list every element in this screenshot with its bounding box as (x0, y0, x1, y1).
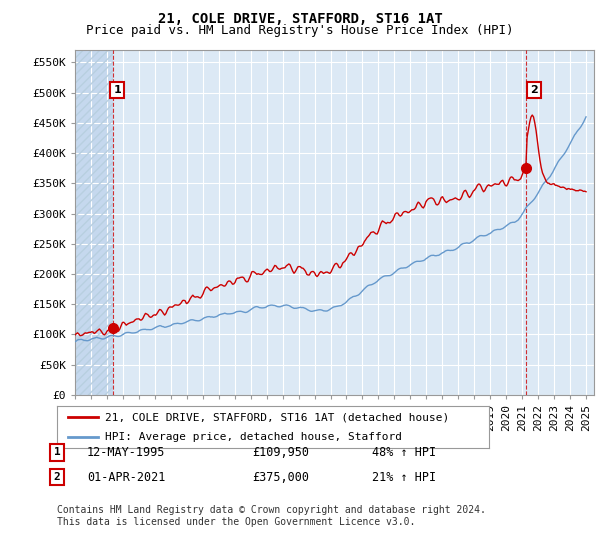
Text: 2: 2 (53, 472, 61, 482)
Text: £375,000: £375,000 (252, 470, 309, 484)
Text: £109,950: £109,950 (252, 446, 309, 459)
Text: 01-APR-2021: 01-APR-2021 (87, 470, 166, 484)
Text: 12-MAY-1995: 12-MAY-1995 (87, 446, 166, 459)
Text: Contains HM Land Registry data © Crown copyright and database right 2024.
This d: Contains HM Land Registry data © Crown c… (57, 505, 486, 527)
Text: 2: 2 (530, 85, 538, 95)
Text: 21, COLE DRIVE, STAFFORD, ST16 1AT: 21, COLE DRIVE, STAFFORD, ST16 1AT (158, 12, 442, 26)
Bar (75, 50, 113, 395)
Text: 21, COLE DRIVE, STAFFORD, ST16 1AT (detached house): 21, COLE DRIVE, STAFFORD, ST16 1AT (deta… (104, 412, 449, 422)
Text: 21% ↑ HPI: 21% ↑ HPI (372, 470, 436, 484)
Text: HPI: Average price, detached house, Stafford: HPI: Average price, detached house, Staf… (104, 432, 401, 442)
Text: 48% ↑ HPI: 48% ↑ HPI (372, 446, 436, 459)
Text: Price paid vs. HM Land Registry's House Price Index (HPI): Price paid vs. HM Land Registry's House … (86, 24, 514, 36)
Text: 1: 1 (113, 85, 121, 95)
Text: 1: 1 (53, 447, 61, 458)
